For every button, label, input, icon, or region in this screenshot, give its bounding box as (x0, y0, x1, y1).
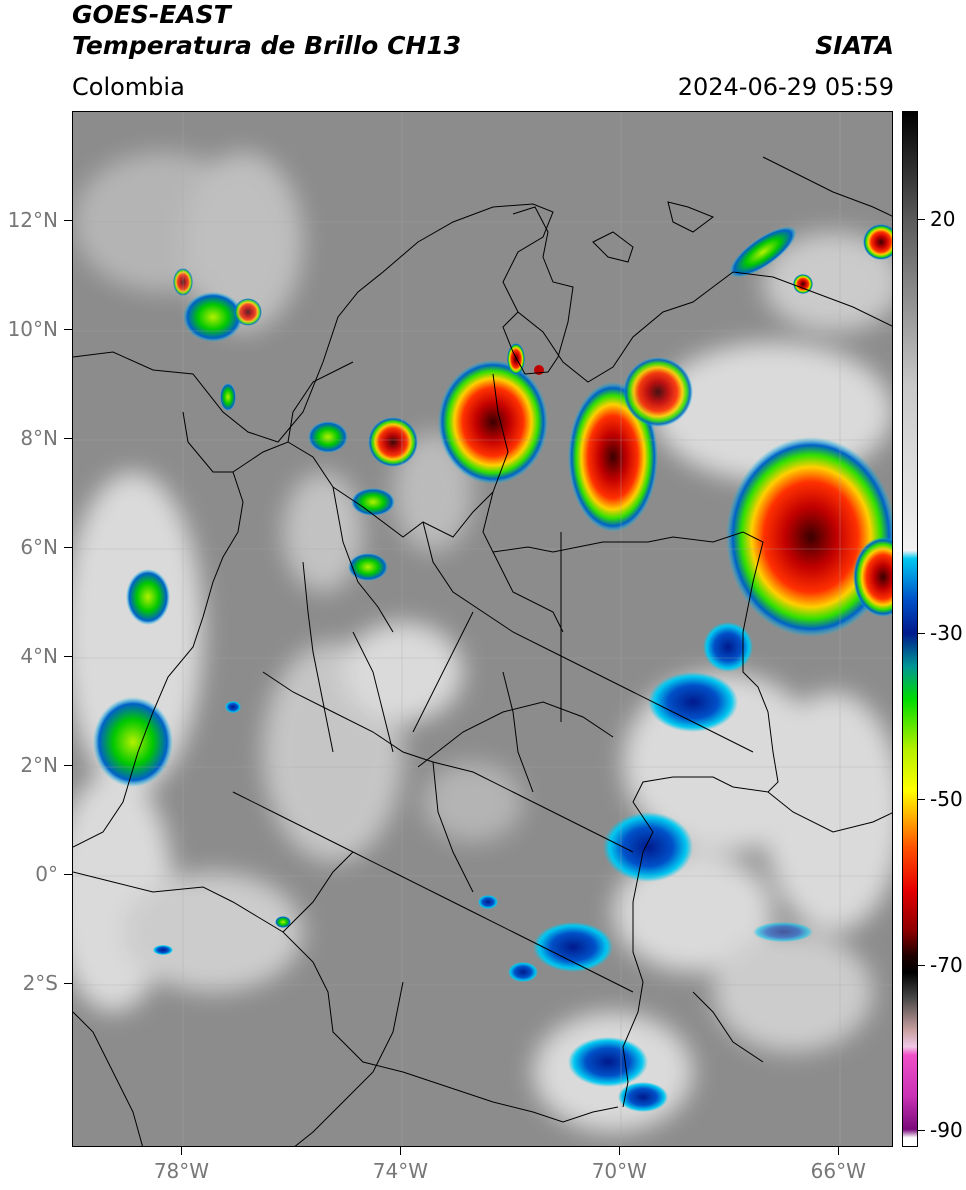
political-borders (73, 156, 892, 1146)
lat-tick-label: 2°N (20, 753, 58, 778)
colorbar-tick-mark (918, 798, 925, 800)
lat-tick-mark (64, 547, 72, 549)
lon-tick-mark (400, 1147, 402, 1155)
lat-tick-mark (64, 438, 72, 440)
colorbar-tick-label: -30 (930, 621, 963, 646)
lat-tick-label: 12°N (7, 208, 58, 233)
satellite-map[interactable] (72, 111, 893, 1147)
lon-tick-label: 74°W (372, 1159, 428, 1183)
lat-tick-label: 6°N (20, 535, 58, 560)
map-canvas (73, 112, 892, 1146)
lon-tick-mark (619, 1147, 621, 1155)
organization-label: SIATA (815, 31, 894, 60)
lat-tick-mark (64, 656, 72, 658)
graticule (73, 112, 892, 1146)
product-title: Temperatura de Brillo CH13 (72, 31, 462, 60)
lat-tick-label: 4°N (20, 644, 58, 669)
lat-tick-mark (64, 220, 72, 222)
lon-tick-label: 66°W (810, 1159, 866, 1183)
colorbar-tick-label: 20 (930, 206, 956, 231)
colorbar-tick-mark (918, 1130, 925, 1132)
lat-tick-label: 10°N (7, 317, 58, 342)
lat-tick-label: 0° (35, 862, 58, 887)
colorbar-tick-label: -50 (930, 786, 963, 811)
lat-tick-mark (64, 329, 72, 331)
colorbar-tick-mark (918, 218, 925, 220)
satellite-title: GOES-EAST (72, 0, 231, 29)
colorbar-tick-mark (918, 633, 925, 635)
lat-tick-mark (64, 874, 72, 876)
datetime-label: 2024-06-29 05:59 (677, 73, 894, 101)
colorbar-tick-mark (918, 964, 925, 966)
lat-tick-label: 8°N (20, 426, 58, 451)
colorbar-tick-label: -90 (930, 1118, 963, 1143)
colorbar-tick-label: -70 (930, 952, 963, 977)
region-label: Colombia (72, 73, 185, 101)
lat-tick-label: 2°S (22, 971, 58, 996)
lon-tick-mark (838, 1147, 840, 1155)
temperature-colorbar (902, 111, 918, 1147)
lon-tick-label: 70°W (591, 1159, 647, 1183)
lat-tick-mark (64, 983, 72, 985)
lon-tick-mark (181, 1147, 183, 1155)
convective-cells (93, 224, 892, 1112)
lat-tick-mark (64, 765, 72, 767)
lon-tick-label: 78°W (153, 1159, 210, 1183)
